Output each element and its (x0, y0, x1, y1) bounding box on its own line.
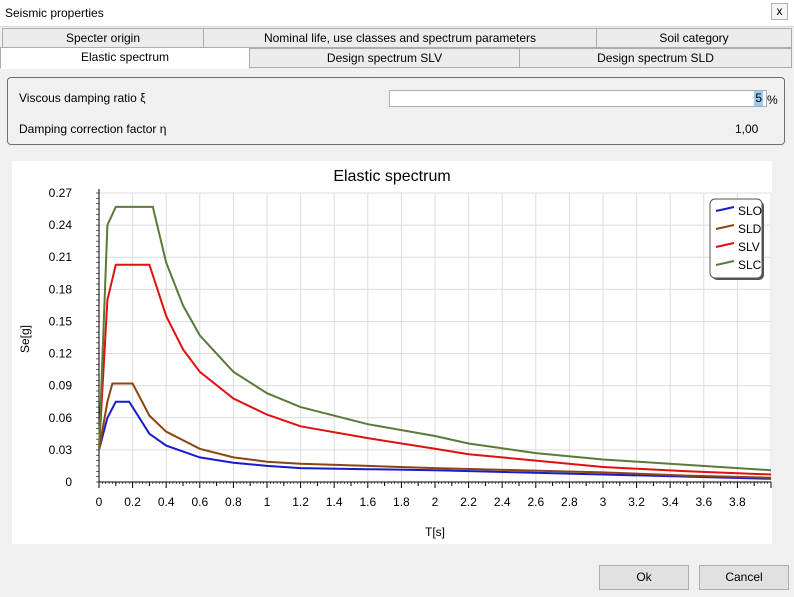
x-tick-label: 1.8 (393, 495, 410, 509)
chart-svg: Elastic spectrum 0 0.03 0.06 0.09 0.12 0.15 0.… (18, 168, 772, 539)
x-tick-label: 0.4 (158, 495, 175, 509)
tab-specter-origin[interactable]: Specter origin (2, 28, 204, 48)
y-tick-label: 0.15 (49, 314, 73, 328)
y-tick-label: 0.18 (49, 282, 73, 296)
y-axis-label: Se[g] (18, 325, 32, 353)
x-tick-label: 0.8 (225, 495, 242, 509)
correction-factor-value: 1,00 (735, 122, 759, 136)
y-tick-label: 0.21 (49, 250, 73, 264)
y-tick-label: 0.27 (49, 186, 73, 200)
chart-legend: SLO SLD SLV SLC (709, 198, 764, 280)
x-tick-label: 0.2 (124, 495, 141, 509)
chart-title: Elastic spectrum (333, 168, 450, 185)
x-tick-label: 2 (432, 495, 439, 509)
title-bar: Seismic properties x (0, 0, 794, 27)
x-tick-label: 3.6 (695, 495, 712, 509)
x-tick-label: 1.2 (292, 495, 309, 509)
x-tick-label: 3.2 (628, 495, 645, 509)
window-title: Seismic properties (5, 6, 104, 20)
legend-box (709, 198, 763, 279)
x-tick-label: 3.8 (729, 495, 746, 509)
ok-button[interactable]: Ok (599, 565, 689, 590)
legend-swatch (715, 242, 735, 248)
y-tick-label: 0.06 (49, 411, 73, 425)
x-tick-label: 2.4 (494, 495, 511, 509)
y-tick-label: 0 (65, 475, 72, 489)
legend-swatch (715, 224, 735, 230)
legend-label: SLO (738, 204, 762, 218)
tab-nominal-life[interactable]: Nominal life, use classes and spectrum p… (203, 28, 597, 48)
close-button[interactable]: x (771, 3, 788, 20)
legend-swatch (715, 206, 735, 212)
y-tick-label: 0.12 (49, 347, 73, 361)
x-tick-label: 3.4 (662, 495, 679, 509)
correction-factor-label: Damping correction factor η (19, 122, 167, 136)
y-tick-label: 0.24 (49, 218, 73, 232)
legend-label: SLV (738, 240, 760, 254)
legend-label: SLD (738, 222, 762, 236)
series-line-sld (98, 382, 772, 479)
damping-ratio-label: Viscous damping ratio ξ (19, 91, 146, 105)
damping-parameters-group: Viscous damping ratio ξ 5 % Damping corr… (7, 77, 785, 145)
chart-series (98, 205, 772, 480)
tab-elastic-spectrum[interactable]: Elastic spectrum (0, 47, 250, 69)
elastic-spectrum-chart: Elastic spectrum 0 0.03 0.06 0.09 0.12 0.15 0.… (12, 161, 772, 544)
x-axis-label: T[s] (425, 525, 445, 539)
tab-soil-category[interactable]: Soil category (596, 28, 792, 48)
damping-ratio-input[interactable]: 5 (389, 90, 767, 107)
tab-design-spectrum-slv[interactable]: Design spectrum SLV (249, 48, 520, 68)
tab-design-spectrum-sld[interactable]: Design spectrum SLD (519, 48, 792, 68)
x-tick-label: 3 (600, 495, 607, 509)
damping-ratio-value: 5 (754, 91, 763, 106)
legend-swatch (715, 260, 735, 266)
x-tick-label: 2.8 (561, 495, 578, 509)
x-tick-label: 2.2 (460, 495, 477, 509)
damping-unit-label: % (767, 93, 778, 107)
x-tick-label: 1.6 (359, 495, 376, 509)
x-tick-label: 0.6 (191, 495, 208, 509)
y-tick-label: 0.09 (49, 379, 73, 393)
y-tick-label: 0.03 (49, 443, 73, 457)
x-tick-label: 0 (96, 495, 103, 509)
legend-label: SLC (738, 258, 762, 272)
x-tick-label: 1.4 (326, 495, 343, 509)
series-line-slv (98, 263, 772, 476)
chart-axes: 00.030.060.090.120.150.180.210.240.270 0.… (49, 186, 772, 509)
cancel-button[interactable]: Cancel (699, 565, 789, 590)
series-line-slo (98, 400, 772, 480)
series-line-slc (98, 205, 772, 472)
x-tick-label: 1 (264, 495, 271, 509)
chart-grid (99, 192, 772, 482)
x-tick-label: 2.6 (527, 495, 544, 509)
